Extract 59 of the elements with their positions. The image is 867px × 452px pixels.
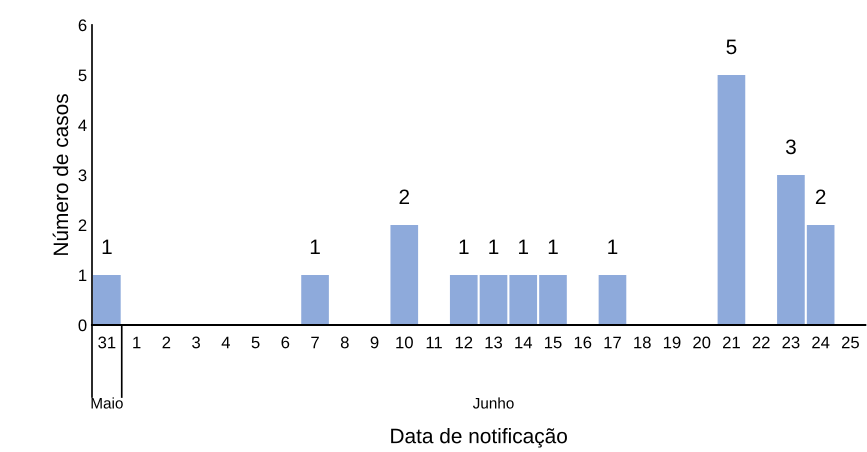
x-tick-label: 2 <box>162 336 170 348</box>
text: Maio <box>92 397 123 409</box>
data-label: 3 <box>786 139 796 154</box>
bar <box>777 175 805 325</box>
bar <box>509 275 538 325</box>
text: Junho <box>472 397 514 409</box>
x-tick-label: 24 <box>812 336 830 348</box>
bar <box>480 275 508 325</box>
x-tick-label: 15 <box>544 336 562 348</box>
y-tick-label: 6 <box>78 19 86 32</box>
x-tick-label: 31 <box>98 336 116 348</box>
data-label: 5 <box>726 40 736 54</box>
x-tick-label: 14 <box>515 336 532 348</box>
data-label: 1 <box>608 240 618 254</box>
x-tick-label: 13 <box>486 336 502 348</box>
x-tick-label: 5 <box>252 336 260 348</box>
y-tick-label: 5 <box>78 70 86 82</box>
y-tick-label: 2 <box>78 219 86 232</box>
x-tick-label: 11 <box>426 336 442 348</box>
y-tick-label: 3 <box>78 169 86 182</box>
data-label: 2 <box>816 189 826 204</box>
x-tick-label: 10 <box>396 336 413 348</box>
x-tick-label: 19 <box>664 336 680 348</box>
bar <box>390 225 418 325</box>
data-label: 1 <box>310 240 320 254</box>
x-tick-label: 21 <box>723 336 740 348</box>
data-label: 1 <box>489 240 498 254</box>
data-label: 1 <box>102 240 112 254</box>
y-tick-label: 0 <box>78 319 86 332</box>
x-tick-label: 4 <box>222 336 230 348</box>
bar <box>598 275 626 325</box>
x-tick-label: 23 <box>782 336 800 348</box>
y-tick-label: 1 <box>79 270 86 282</box>
y-axis-title: Número de casos <box>52 94 68 255</box>
x-tick-label: 3 <box>192 336 200 348</box>
x-tick-label: 6 <box>282 336 290 348</box>
data-label: 1 <box>460 240 469 254</box>
data-label: 2 <box>400 189 410 204</box>
data-label: 1 <box>548 240 558 254</box>
bar <box>539 275 567 325</box>
x-tick-label: 17 <box>604 336 621 348</box>
x-tick-label: 8 <box>340 336 349 348</box>
bar <box>718 75 746 325</box>
x-tick-label: 22 <box>752 336 770 348</box>
x-tick-label: 20 <box>693 336 710 348</box>
x-tick-label: 9 <box>370 336 378 348</box>
x-tick-label: 25 <box>842 336 859 348</box>
data-label: 1 <box>519 240 528 254</box>
y-tick-label: 4 <box>78 120 87 132</box>
bar <box>450 275 478 325</box>
x-tick-label: 16 <box>574 336 592 348</box>
x-tick-label: 12 <box>456 336 472 348</box>
x-tick-label: 1 <box>133 336 140 348</box>
x-tick-label: 7 <box>311 336 319 348</box>
x-axis-title: Data de notificação <box>391 428 567 448</box>
x-tick-label: 18 <box>634 336 651 348</box>
bar <box>301 275 329 325</box>
bar <box>93 275 121 325</box>
bar <box>806 225 834 325</box>
